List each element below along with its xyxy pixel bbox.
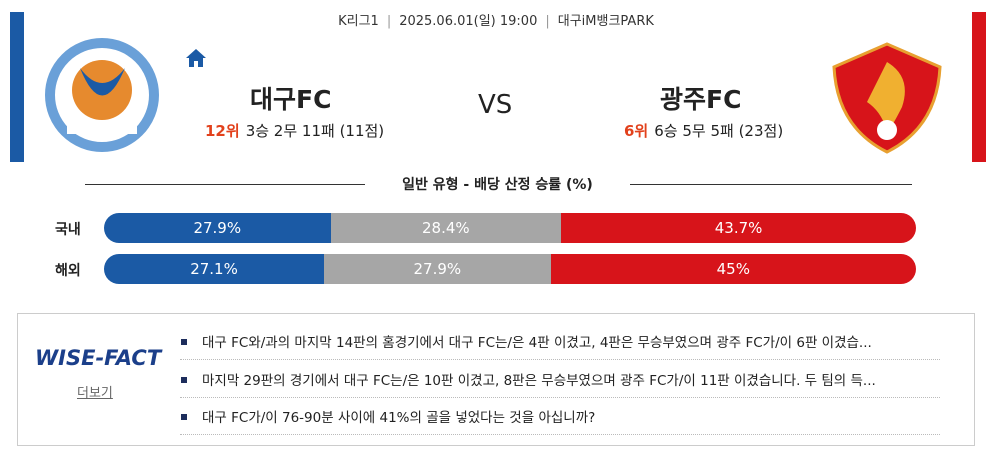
row-label: 국내 (55, 222, 81, 238)
dotted-separator (180, 359, 940, 360)
bullet (181, 414, 187, 420)
away-stripe (972, 12, 986, 162)
value-label: 45% (716, 260, 750, 278)
away-rank: 6위 (624, 122, 649, 140)
away-record: 6승 5무 5패 (23점) (654, 122, 784, 140)
dotted-separator (180, 397, 940, 398)
home-record: 3승 2무 11패 (11점) (245, 122, 385, 140)
home-rank: 12위 (205, 122, 240, 140)
vs: VS (478, 90, 513, 120)
value-label: 27.9% (193, 219, 242, 237)
home-logo (45, 38, 159, 152)
value-label: 43.7% (714, 219, 763, 237)
datetime: 2025.06.01(일) 19:00 (399, 14, 538, 29)
bullet (181, 377, 187, 383)
divider (630, 184, 912, 185)
bullet (181, 339, 187, 345)
home-record-line: 12위 3승 2무 11패 (11점) (205, 120, 384, 141)
match-info: K리그1 | 2025.06.01(일) 19:00 | 대구iM뱅크PARK (338, 14, 654, 29)
dotted-separator (180, 434, 940, 435)
fact[interactable]: 대구 FC와/과의 마지막 14판의 홈경기에서 대구 FC는/은 4판 이겼고… (202, 335, 872, 351)
home-stripe (10, 12, 24, 162)
bar: 27.9% (104, 213, 331, 243)
wise-fact-box (17, 313, 975, 446)
home-icon[interactable] (185, 48, 207, 68)
away-record-line: 6위 6승 5무 5패 (23점) (624, 120, 783, 141)
more-link[interactable]: 더보기 (77, 386, 113, 401)
away-name: 광주FC (660, 85, 742, 114)
away-logo (832, 42, 942, 154)
fact[interactable]: 대구 FC가/이 76-90분 사이에 41%의 골을 넣었다는 것을 아십니까… (202, 410, 596, 426)
league: K리그1 (338, 14, 379, 29)
value-label: 28.4% (422, 219, 470, 237)
bar: 43.7% (561, 213, 916, 243)
bar: 27.1% (104, 254, 325, 284)
bar: 45% (550, 254, 916, 284)
home-name: 대구FC (250, 85, 332, 114)
divider (85, 184, 365, 185)
value-label: 27.9% (413, 260, 462, 278)
venue: 대구iM뱅크PARK (557, 14, 654, 29)
value-label: 27.1% (190, 260, 238, 278)
bar: 28.4% (330, 213, 562, 243)
wise-fact-logo: WISE-FACT (35, 346, 162, 370)
odds-title: 일반 유형 - 배당 산정 승률 (%) (402, 177, 593, 193)
row-label: 해외 (55, 263, 81, 279)
fact[interactable]: 마지막 29판의 경기에서 대구 FC는/은 10판 이겼고, 8판은 무승부였… (202, 373, 876, 389)
bar: 27.9% (324, 254, 551, 284)
